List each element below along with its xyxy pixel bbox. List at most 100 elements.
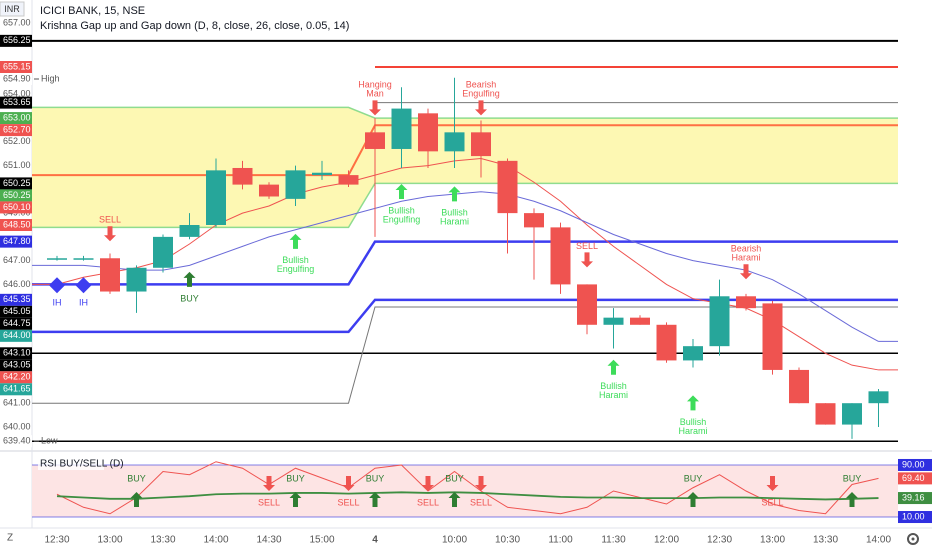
signal-arrow <box>475 100 487 116</box>
annotation-label: SELL <box>576 241 598 251</box>
candle-body <box>815 403 836 425</box>
annotation-label: Hanging <box>358 80 392 90</box>
price-label-bg <box>0 34 32 47</box>
candle-body <box>391 108 412 149</box>
x-tick-label: 12:00 <box>654 535 679 546</box>
rsi-tick-bg <box>898 458 932 471</box>
x-tick-label: 15:00 <box>309 535 334 546</box>
settings-icon[interactable] <box>907 533 919 545</box>
price-label-bg <box>0 305 32 318</box>
y-tick-label: 651.00 <box>3 160 31 170</box>
price-label: 650.10 <box>3 202 31 212</box>
y-tick-label: 657.00 <box>3 17 31 27</box>
currency: INR <box>4 4 20 14</box>
indicator-line <box>57 124 879 177</box>
candle-body <box>232 167 253 185</box>
rsi-signal-arrow <box>448 492 461 507</box>
price-pane: IH IHSELLBUYBullishEngulfingHangingManBul… <box>0 17 898 448</box>
rsi-signal-arrow <box>130 492 143 507</box>
indicator-line <box>57 240 879 286</box>
y-tick-label: 646.00 <box>3 279 31 289</box>
price-label-bg <box>0 189 32 202</box>
signal-arrow <box>104 226 116 242</box>
signal-arrow <box>369 100 381 116</box>
candle-body <box>656 324 677 361</box>
indicator-title: Krishna Gap up and Gap down (D, 8, close… <box>40 20 349 32</box>
candle-body <box>206 170 226 225</box>
candle-body <box>338 175 359 185</box>
price-label: 647.80 <box>3 236 31 246</box>
candle-body <box>418 113 438 152</box>
candle-body <box>444 132 465 152</box>
signal-arrow <box>448 186 461 202</box>
zone-fill <box>32 107 898 228</box>
price-label: 648.50 <box>3 219 31 229</box>
candle-body <box>153 236 173 268</box>
y-tick-label: 641.00 <box>3 398 31 408</box>
candle-body <box>709 296 730 347</box>
candle-body <box>47 258 67 260</box>
indicator-line <box>57 191 879 342</box>
rsi-signal-label: BUY <box>127 473 146 483</box>
price-label-bg <box>0 347 32 360</box>
price-label-bg <box>0 177 32 190</box>
currency-box <box>0 1 25 17</box>
price-label: 643.05 <box>3 360 31 370</box>
candle-body <box>603 317 624 325</box>
rsi-signal-label: BUY <box>843 473 862 483</box>
candle-body <box>285 170 306 199</box>
rsi-signal-arrow <box>263 476 275 491</box>
indicator-line <box>57 106 879 119</box>
y-tick-label: 640.00 <box>3 421 31 431</box>
x-tick-label: 13:00 <box>760 535 785 546</box>
price-label-bg <box>0 73 32 86</box>
annotation-label: Bearish <box>731 244 762 254</box>
annotation-label: Man <box>366 89 384 99</box>
annotation-label: IH <box>53 298 62 308</box>
annotation-label: IH <box>79 298 88 308</box>
price-label: 652.70 <box>3 124 31 134</box>
symbol: ICICI BANK, 15, NSE <box>40 5 145 17</box>
price-label: 644.75 <box>3 318 31 328</box>
price-label-bg <box>0 124 32 137</box>
zoom-corner[interactable]: Z <box>7 533 13 544</box>
rsi-pane: BUYSELLBUYSELLBUYSELLBUYSELLBUYSELLBUYRS… <box>32 457 932 546</box>
annotation-label: Harami <box>440 217 469 227</box>
x-tick-label: 13:30 <box>813 535 838 546</box>
rsi-signal-label: BUY <box>286 473 305 483</box>
price-label: 643.10 <box>3 348 31 358</box>
rsi-signal-arrow <box>475 476 487 491</box>
annotation-label: Bullish <box>441 208 468 218</box>
rsi-signal-label: BUY <box>684 473 703 483</box>
signal-arrow <box>740 264 752 280</box>
rsi-signal-label: BUY <box>366 473 385 483</box>
price-note: High <box>41 73 60 83</box>
rsi-signal-arrow <box>369 492 381 507</box>
rsi-last-bg <box>898 492 932 505</box>
candle-body <box>73 258 94 260</box>
x-tick-label: 10:30 <box>495 535 520 546</box>
rsi-signal-label: SELL <box>761 497 783 507</box>
annotation-label: Engulfing <box>383 214 421 224</box>
settings-gear-center[interactable] <box>911 537 915 541</box>
price-label: 656.25 <box>3 35 31 45</box>
candle-body <box>524 213 544 228</box>
x-tick-label: 13:30 <box>150 535 175 546</box>
annotation-label: Engulfing <box>277 264 315 274</box>
price-label: 653.65 <box>3 97 31 107</box>
price-label-bg <box>0 359 32 372</box>
price-label-bg <box>0 293 32 306</box>
price-label-bg <box>0 219 32 231</box>
rsi-tick-label: 90.00 <box>902 459 925 469</box>
settings-gear[interactable] <box>907 533 919 545</box>
signal-arrow <box>183 271 196 287</box>
price-note: Low <box>41 436 58 446</box>
price-label: 654.90 <box>3 73 31 83</box>
signal-arrow <box>289 233 302 249</box>
rsi-signal-arrow <box>289 492 302 507</box>
candle-body <box>789 369 809 404</box>
signal-arrow <box>581 252 593 268</box>
price-label: 644.00 <box>3 330 31 340</box>
annotation-label: BUY <box>180 293 199 303</box>
price-label-bg <box>0 112 32 125</box>
